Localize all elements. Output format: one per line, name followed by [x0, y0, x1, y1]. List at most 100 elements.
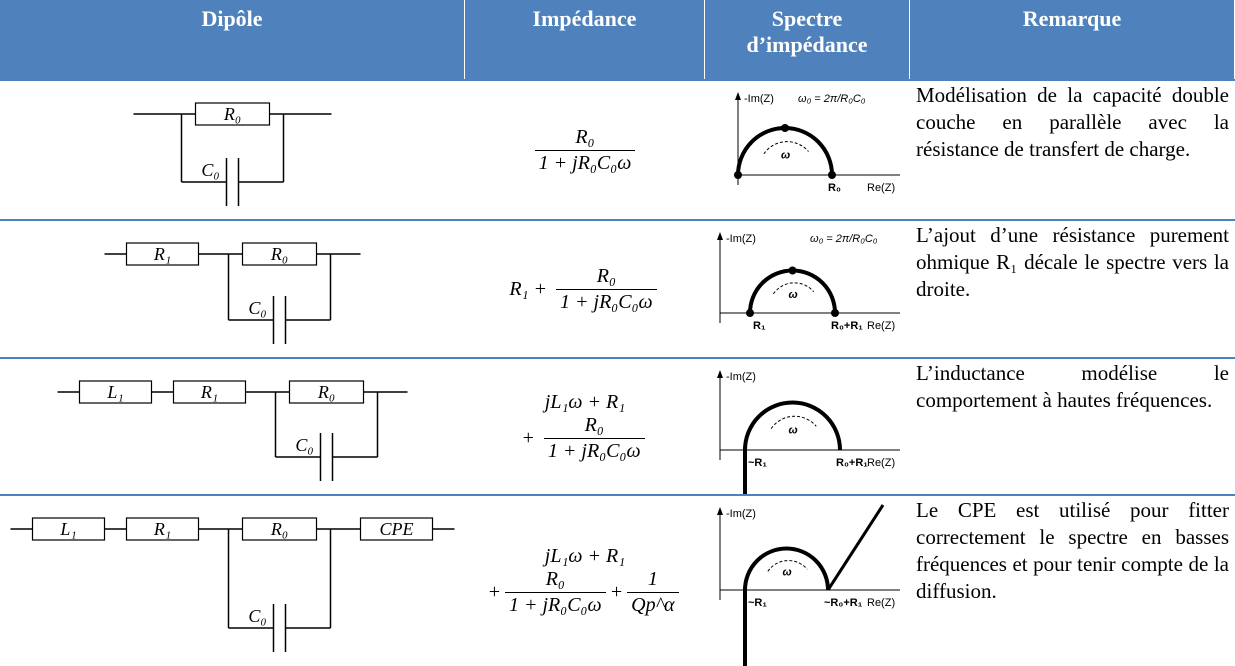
fraction: R₀ 1 + jR₀C₀ω	[534, 125, 636, 175]
numerator: R₀	[596, 264, 616, 287]
denominator: 1 + jR₀C₀ω	[543, 437, 645, 463]
point-label: R₀	[828, 182, 841, 194]
component-label: L₁	[59, 519, 76, 539]
formula-line: + R₀ 1 + jR₀C₀ω +1 Qp^α	[487, 568, 682, 617]
spectrum: -Im(Z) ω₀ = 2π/R₀C₀ ω R₁ R₀+R₁ Re(Z)	[717, 232, 900, 332]
point-label: R₀+R₁	[836, 457, 868, 469]
formula-line: R₀ 1 + jR₀C₀ω	[531, 126, 640, 175]
spectrum-cell: -Im(Z) ω₀ = 2π/R₀C₀ ω R₁ R₀+R₁ Re(Z)	[705, 220, 910, 358]
impedance-cell: R₀ 1 + jR₀C₀ω	[465, 80, 705, 220]
arrow	[717, 507, 723, 515]
component-label: C₀	[201, 160, 219, 180]
component-label: R₀	[317, 382, 335, 402]
circuit-cell: L₁ R₁ R₀ C₀	[0, 358, 465, 495]
diffusion-line	[826, 504, 885, 591]
point	[746, 309, 754, 317]
denominator: 1 + jR₀C₀ω	[504, 591, 606, 617]
header-cell: Remarque	[910, 0, 1235, 80]
numerator: 1	[647, 567, 658, 590]
axis-label: Re(Z)	[867, 457, 895, 469]
point-label: ~R₁	[748, 597, 767, 609]
omega-label: ω	[789, 424, 798, 436]
fraction: R₀ 1 + jR₀C₀ω	[504, 568, 606, 617]
resistor	[359, 517, 434, 541]
axis-label: Re(Z)	[867, 597, 895, 609]
resistor	[125, 242, 200, 266]
remark: Le CPE est utilisé pour fitter correctem…	[916, 498, 1229, 603]
component-label: R₀	[270, 519, 288, 539]
axis-label: -Im(Z)	[726, 371, 756, 383]
formula-line: jL₁ω + R₁	[545, 545, 625, 568]
row-separator	[0, 357, 1235, 359]
point	[781, 124, 789, 132]
formula-text: +	[487, 580, 501, 603]
component-label: R₁	[200, 382, 218, 402]
numerator: R₀	[584, 413, 604, 436]
circuit-cell: R₁ R₀ C₀	[0, 220, 465, 358]
resistor	[241, 517, 318, 541]
formula-text: +	[521, 426, 540, 449]
fraction: R₀ 1 + jR₀C₀ω	[543, 413, 645, 463]
row-separator	[0, 219, 1235, 221]
resistor	[125, 517, 200, 541]
denominator: Qp^α	[627, 591, 679, 617]
frequency-arrow	[763, 141, 809, 155]
impedance-cell: jL₁ω + R₁ + R₀ 1 + jR₀C₀ω	[465, 358, 705, 495]
component-label: CPE	[380, 519, 414, 539]
formula-line: R₁ + R₀ 1 + jR₀C₀ω	[509, 265, 660, 314]
semicircle	[743, 546, 830, 591]
omega0-label: ω₀ = 2π/R₀C₀	[810, 233, 878, 245]
axis-label: Re(Z)	[867, 320, 895, 332]
formula-text: jL₁ω + R₁	[544, 544, 626, 567]
circuit: R₁ R₀ C₀	[104, 242, 361, 344]
spectrum-cell: -Im(Z) ω ~R₁ ~R₀+R₁ Re(Z)	[705, 495, 910, 666]
formula-line: + R₀ 1 + jR₀C₀ω	[521, 414, 648, 463]
component-label: C₀	[295, 435, 313, 455]
header-cell: Impédance	[465, 0, 705, 80]
point-label: R₁	[753, 320, 766, 332]
omega-label: ω	[781, 150, 790, 162]
formula-text: jL₁ω + R₁	[544, 390, 626, 413]
arrow	[717, 232, 723, 240]
arrow	[717, 370, 723, 378]
remark: Modélisation de la capacité double couch…	[916, 83, 1229, 161]
formula-text: R₁ +	[509, 277, 553, 300]
arrow	[735, 92, 741, 100]
circuit: R₀ C₀	[133, 102, 332, 206]
component-label: C₀	[248, 606, 266, 626]
frequency-arrow	[770, 415, 817, 429]
component-label: L₁	[106, 382, 123, 402]
point-label: ~R₀+R₁	[824, 597, 863, 609]
header-cell: Spectre d’impédance	[705, 0, 910, 80]
row-separator	[0, 494, 1235, 496]
point	[734, 171, 742, 179]
circuit-cell: R₀ C₀	[0, 80, 465, 220]
row-separator	[0, 79, 1235, 81]
component-label: C₀	[248, 298, 266, 318]
resistor	[172, 380, 247, 404]
axis-label: Re(Z)	[867, 182, 895, 194]
point	[831, 309, 839, 317]
denominator: 1 + jR₀C₀ω	[556, 288, 657, 314]
point	[828, 171, 836, 179]
component-label: R₀	[270, 244, 288, 264]
omega-label: ω	[789, 289, 798, 301]
impedance-cell: R₁ + R₀ 1 + jR₀C₀ω	[465, 220, 705, 358]
resistor	[288, 380, 365, 404]
axis-label: -Im(Z)	[744, 93, 774, 105]
component-label: R₀	[223, 104, 241, 124]
resistor	[194, 102, 271, 126]
numerator: R₀	[575, 125, 595, 148]
component-label: R₁	[153, 244, 171, 264]
spectrum-cell: -Im(Z) ω ~R₁ R₀+R₁ Re(Z)	[705, 358, 910, 495]
axis-label: -Im(Z)	[726, 233, 756, 245]
denominator: 1 + jR₀C₀ω	[534, 149, 636, 175]
fraction: 1 Qp^α	[627, 567, 679, 617]
circuit: L₁ R₁ R₀ C₀	[57, 380, 408, 481]
omega0-label: ω₀ = 2π/R₀C₀	[798, 93, 866, 105]
point	[788, 266, 797, 275]
circuit-cell: L₁ R₁ R₀ C₀ CPE	[0, 495, 465, 666]
spectrum-cell: -Im(Z) ω₀ = 2π/R₀C₀ ω R₀ Re(Z)	[705, 80, 910, 220]
header-cell: Dipôle	[0, 0, 465, 80]
